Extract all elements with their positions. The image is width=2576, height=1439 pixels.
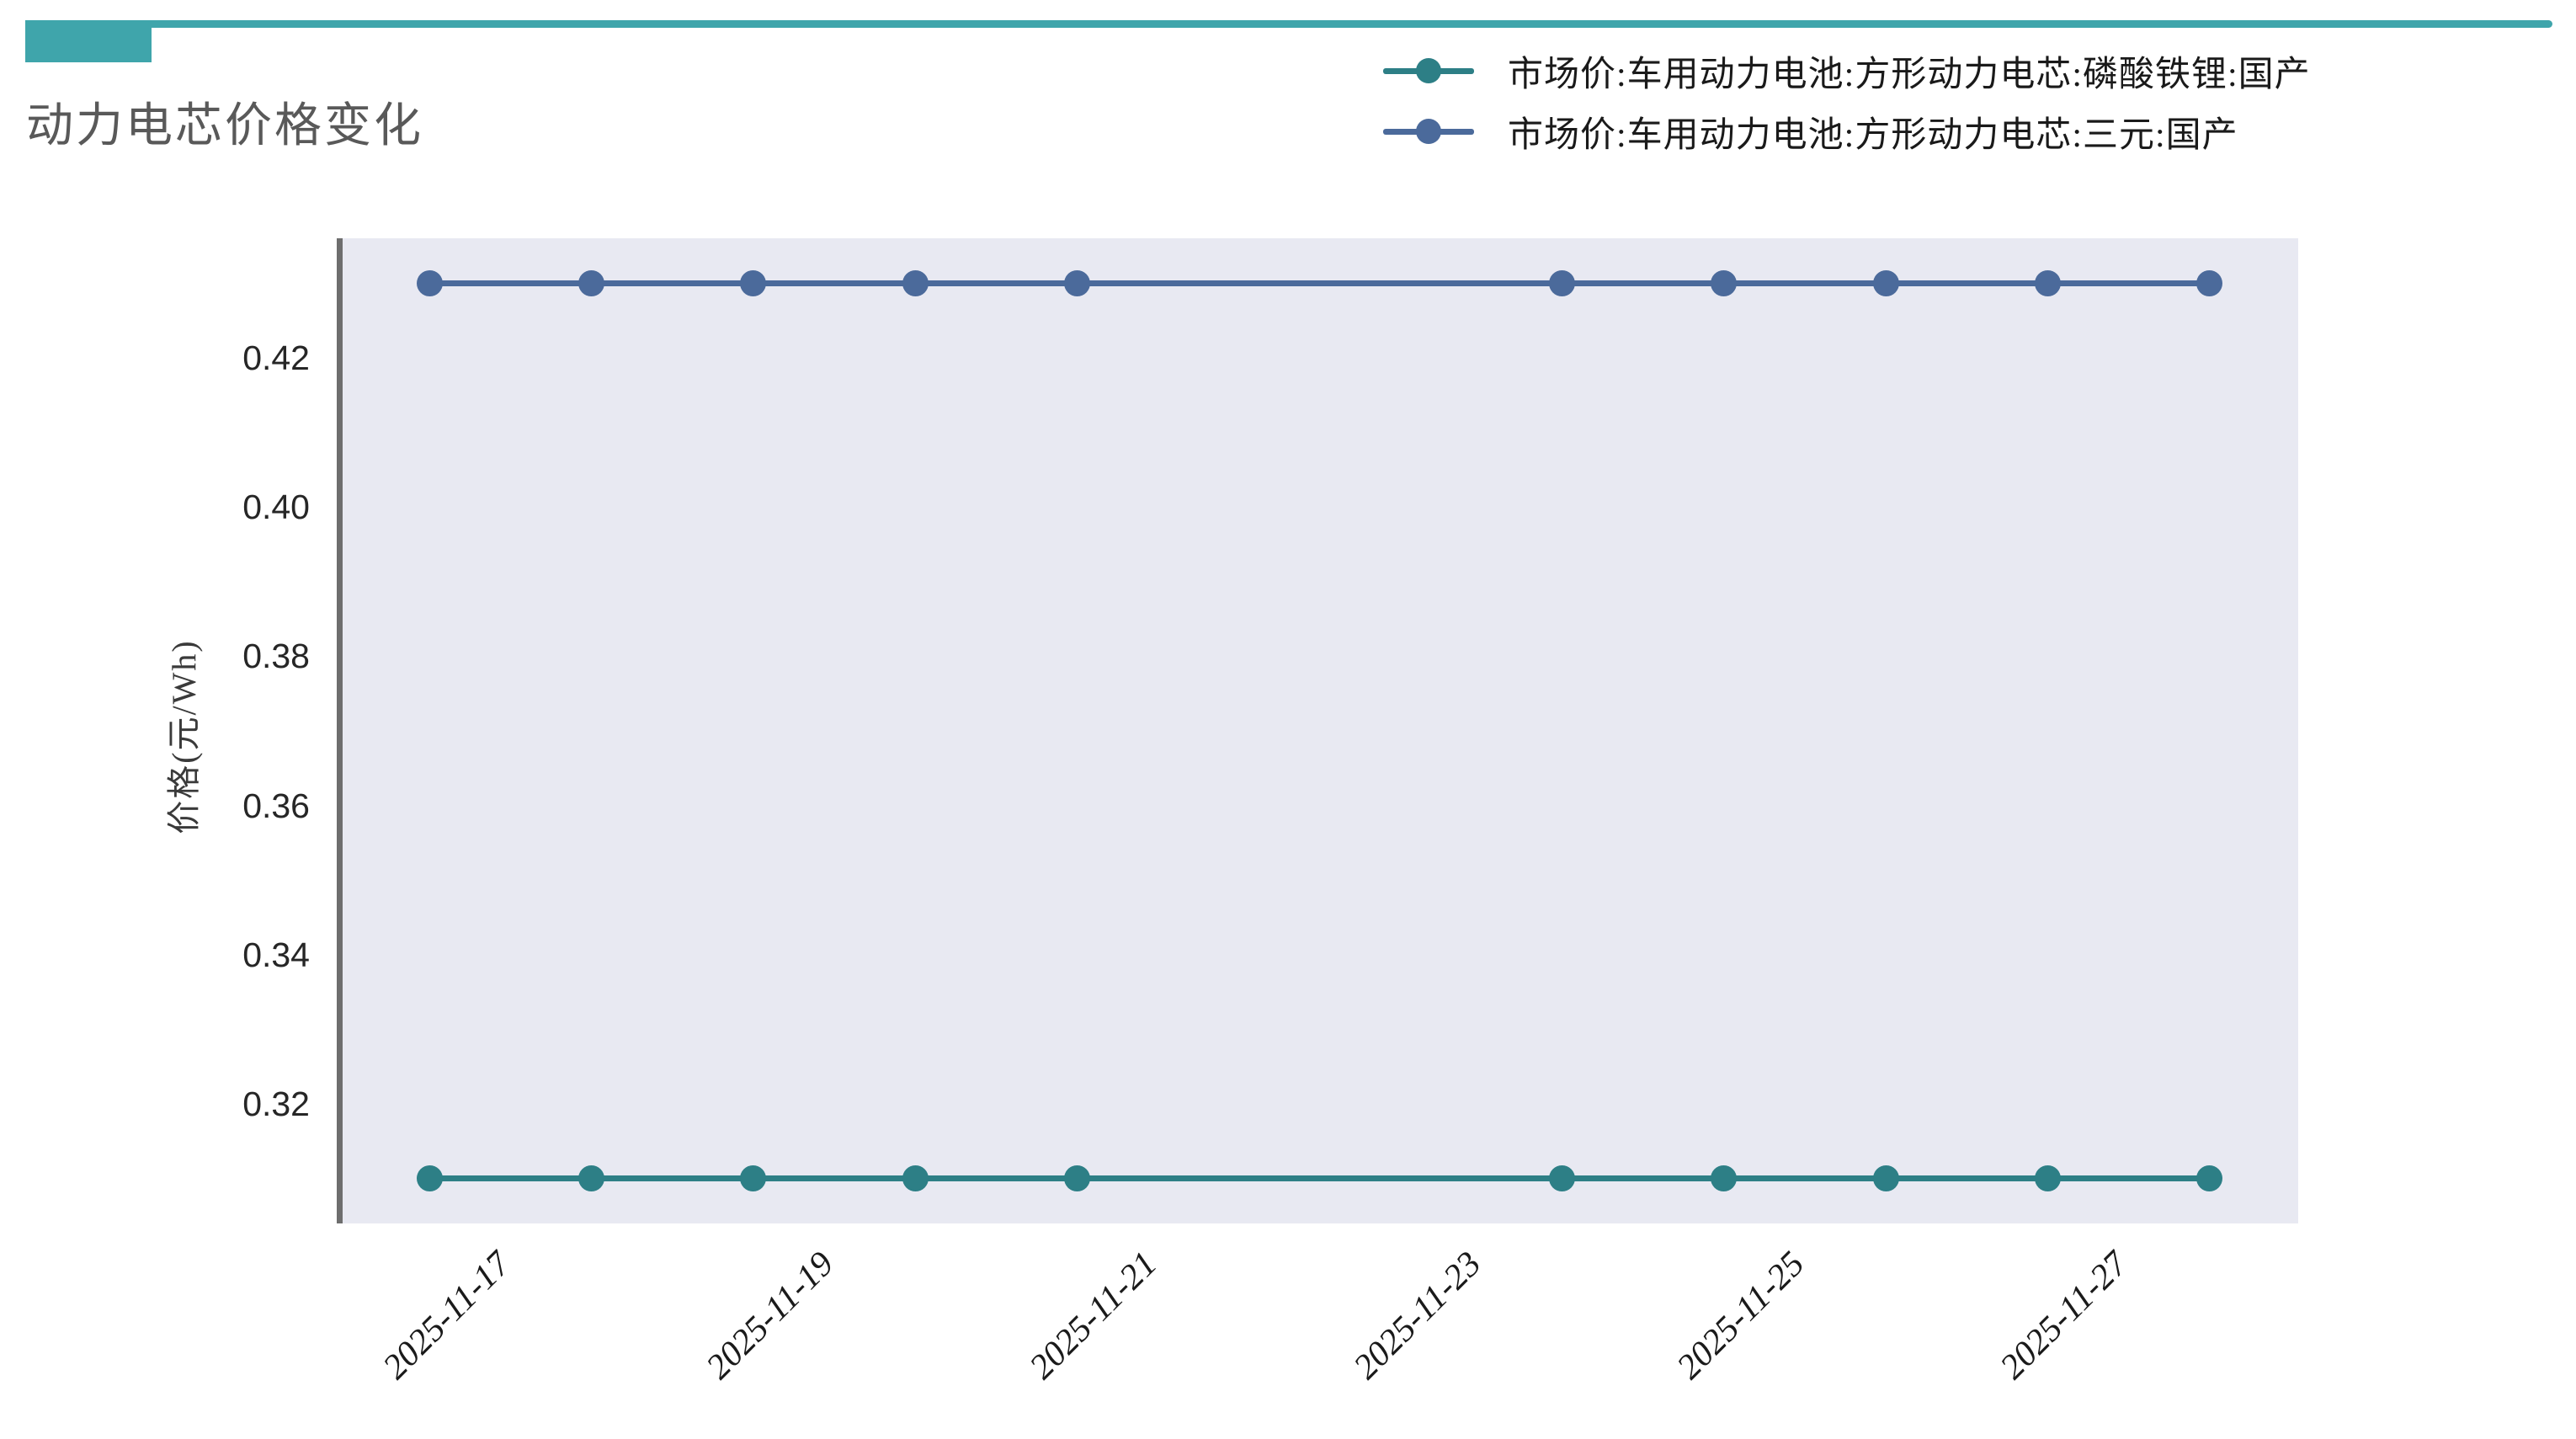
data-point-marker — [2034, 269, 2061, 296]
y-axis-spine — [337, 238, 343, 1223]
data-point-marker — [1549, 269, 1576, 296]
data-point-marker — [1711, 1165, 1738, 1192]
data-point-marker — [1872, 269, 1899, 296]
data-point-marker — [1063, 269, 1090, 296]
header-accent-line — [25, 20, 2552, 28]
line-marker-icon — [1383, 57, 1474, 84]
y-tick-label: 0.34 — [242, 935, 310, 974]
data-point-marker — [1063, 1165, 1090, 1192]
data-point-marker — [417, 269, 444, 296]
line-marker-icon — [1383, 118, 1474, 145]
x-tick-label: 2025-11-25 — [1669, 1244, 1812, 1387]
data-point-marker — [2195, 1165, 2222, 1192]
y-tick-label: 0.40 — [242, 488, 310, 527]
x-tick-label: 2025-11-23 — [1346, 1244, 1489, 1387]
header-accent-block — [25, 20, 152, 62]
x-tick-label: 2025-11-17 — [375, 1244, 519, 1387]
data-point-marker — [902, 269, 929, 296]
legend-label: 市场价:车用动力电池:方形动力电芯:三元:国产 — [1508, 115, 2238, 155]
y-tick-label: 0.38 — [242, 637, 310, 676]
legend-item: 市场价:车用动力电池:方形动力电芯:三元:国产 — [1383, 101, 2311, 162]
legend-label: 市场价:车用动力电池:方形动力电芯:磷酸铁锂:国产 — [1508, 55, 2311, 94]
circle-marker-icon — [1416, 58, 1441, 83]
x-tick-label: 2025-11-27 — [1993, 1244, 2136, 1387]
data-point-marker — [2195, 269, 2222, 296]
data-point-marker — [578, 1165, 605, 1192]
data-point-marker — [1549, 1165, 1576, 1192]
data-point-marker — [902, 1165, 929, 1192]
y-tick-label: 0.32 — [242, 1085, 310, 1124]
data-point-marker — [740, 269, 767, 296]
x-tick-label: 2025-11-19 — [699, 1244, 842, 1387]
y-tick-label: 0.42 — [242, 338, 310, 377]
legend: 市场价:车用动力电池:方形动力电芯:磷酸铁锂:国产 市场价:车用动力电池:方形动… — [1383, 40, 2311, 162]
circle-marker-icon — [1416, 119, 1441, 144]
page-title: 动力电芯价格变化 — [26, 100, 423, 152]
series-line — [429, 1175, 2210, 1182]
data-point-marker — [578, 269, 605, 296]
data-point-marker — [1711, 269, 1738, 296]
legend-item: 市场价:车用动力电池:方形动力电芯:磷酸铁锂:国产 — [1383, 40, 2311, 101]
data-point-marker — [2034, 1165, 2061, 1192]
data-point-marker — [417, 1165, 444, 1192]
y-tick-label: 0.36 — [242, 786, 310, 825]
data-point-marker — [1872, 1165, 1899, 1192]
x-tick-label: 2025-11-21 — [1022, 1244, 1165, 1387]
plot-area — [341, 238, 2298, 1223]
series-line — [429, 280, 2210, 286]
data-point-marker — [740, 1165, 767, 1192]
y-axis-title: 价格(元/Wh) — [165, 639, 203, 834]
